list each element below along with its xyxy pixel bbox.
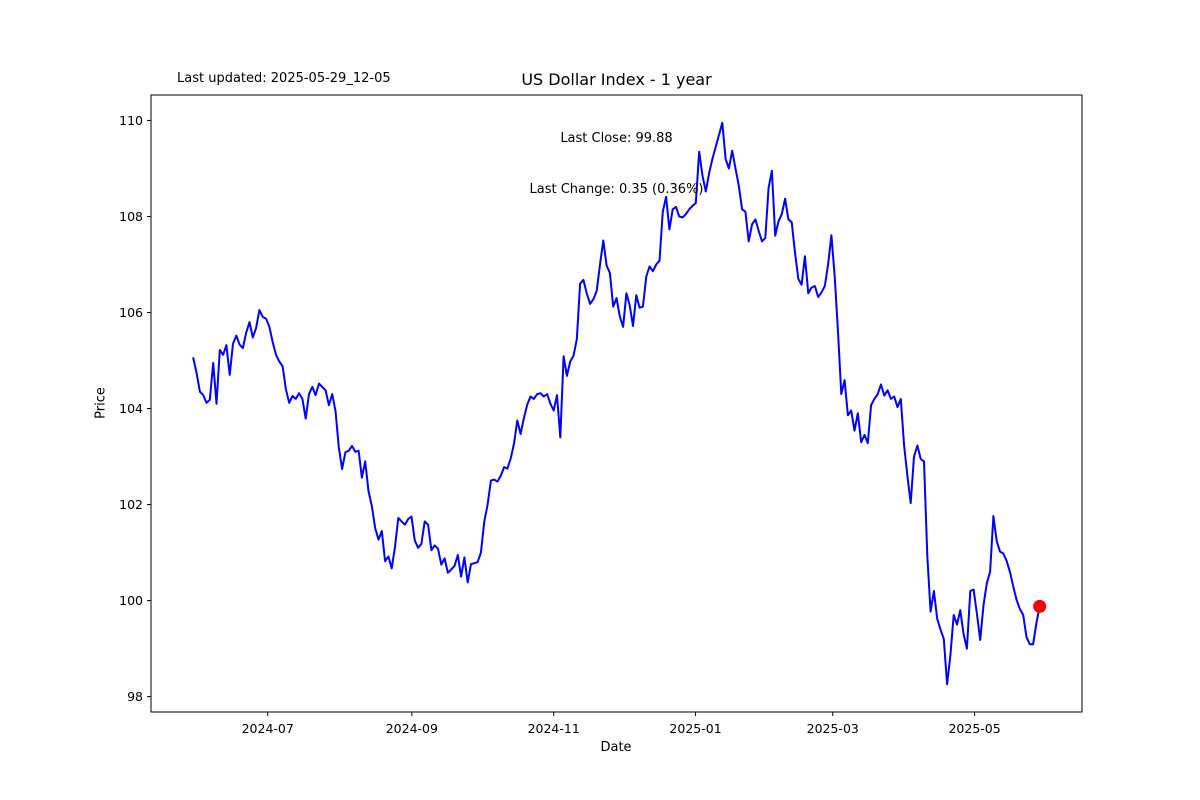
x-tick-label: 2024-11 [528, 721, 580, 736]
last-close-annotation: Last Close: 99.88 [560, 131, 673, 146]
y-axis-label: Price [93, 387, 109, 419]
x-tick-label: 2025-03 [807, 721, 859, 736]
x-tick-label: 2025-05 [948, 721, 1000, 736]
x-tick-label: 2024-09 [386, 721, 438, 736]
y-tick-label: 110 [119, 113, 143, 128]
chart-title: US Dollar Index - 1 year [521, 70, 712, 89]
x-axis: 2024-07 2024-09 2024-11 2025-01 2025-03 2025-… [242, 712, 1001, 736]
y-tick-label: 102 [119, 497, 143, 512]
subtitle-annotation: Last Close: 99.88 Last Change: 0.35 (0.3… [151, 96, 1082, 232]
price-line [192, 121, 1041, 686]
last-change-annotation: Last Change: 0.35 (0.36%) [529, 182, 704, 197]
y-tick-label: 104 [119, 401, 143, 416]
x-tick-label: 2024-07 [242, 721, 294, 736]
y-tick-label: 100 [119, 593, 143, 608]
y-axis: 98 100 102 104 106 108 110 [119, 113, 151, 704]
y-tick-label: 106 [119, 305, 143, 320]
x-axis-label: Date [600, 740, 632, 755]
last-price-marker [1033, 599, 1047, 613]
last-updated-annotation: Last updated: 2025-05-29_12-05 [177, 71, 391, 86]
plot-frame [150, 94, 1083, 713]
x-tick-label: 2025-01 [669, 721, 721, 736]
y-tick-label: 98 [127, 689, 143, 704]
y-tick-label: 108 [119, 209, 143, 224]
